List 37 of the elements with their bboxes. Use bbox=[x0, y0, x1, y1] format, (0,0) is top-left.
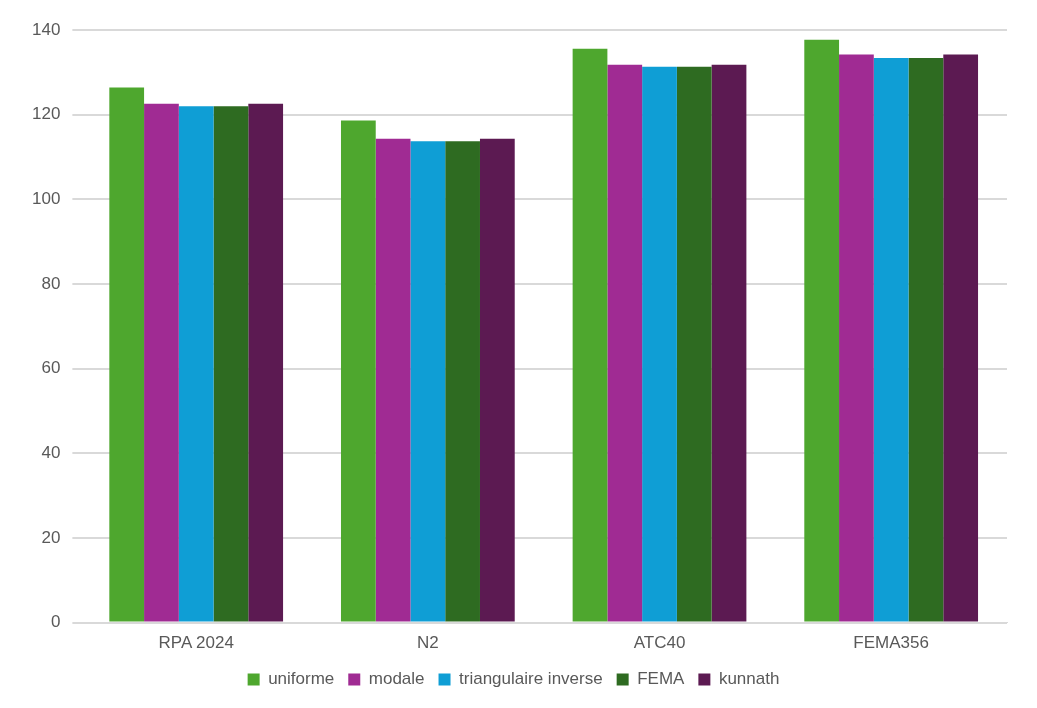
bar bbox=[248, 103, 284, 622]
y-tick-label: 0 bbox=[50, 612, 61, 632]
legend-label: triangulaire inverse bbox=[459, 669, 603, 689]
bar bbox=[109, 87, 145, 622]
bar bbox=[178, 106, 214, 622]
bar bbox=[410, 141, 446, 622]
bar bbox=[873, 57, 909, 622]
bar bbox=[375, 138, 411, 622]
y-tick-label: 80 bbox=[41, 273, 61, 293]
y-tick-label: 20 bbox=[41, 527, 61, 547]
bar bbox=[607, 64, 643, 622]
legend-label: uniforme bbox=[268, 669, 335, 689]
bar bbox=[144, 103, 179, 622]
bar bbox=[445, 141, 480, 622]
bar bbox=[943, 54, 979, 622]
bar bbox=[642, 66, 677, 622]
bar bbox=[340, 120, 376, 622]
bar bbox=[839, 54, 874, 622]
y-tick-label: 40 bbox=[41, 442, 61, 462]
legend-label: modale bbox=[368, 669, 425, 689]
y-tick-label: 100 bbox=[31, 189, 61, 208]
x-tick-label: ATC40 bbox=[633, 633, 686, 653]
x-tick-label: N2 bbox=[416, 633, 439, 653]
bar bbox=[572, 48, 608, 622]
legend-label: kunnath bbox=[718, 669, 780, 689]
bar bbox=[213, 106, 249, 622]
bar bbox=[804, 39, 840, 622]
bar bbox=[479, 138, 515, 622]
bar bbox=[711, 64, 747, 622]
bar bbox=[676, 66, 712, 622]
bar bbox=[908, 57, 944, 622]
legend-label: FEMA bbox=[637, 669, 686, 689]
x-tick-label: FEMA356 bbox=[853, 633, 929, 653]
y-tick-label: 120 bbox=[31, 104, 61, 124]
y-tick-label: 60 bbox=[41, 358, 61, 378]
x-tick-label: RPA 2024 bbox=[158, 633, 234, 653]
y-tick-label: 140 bbox=[31, 19, 61, 39]
